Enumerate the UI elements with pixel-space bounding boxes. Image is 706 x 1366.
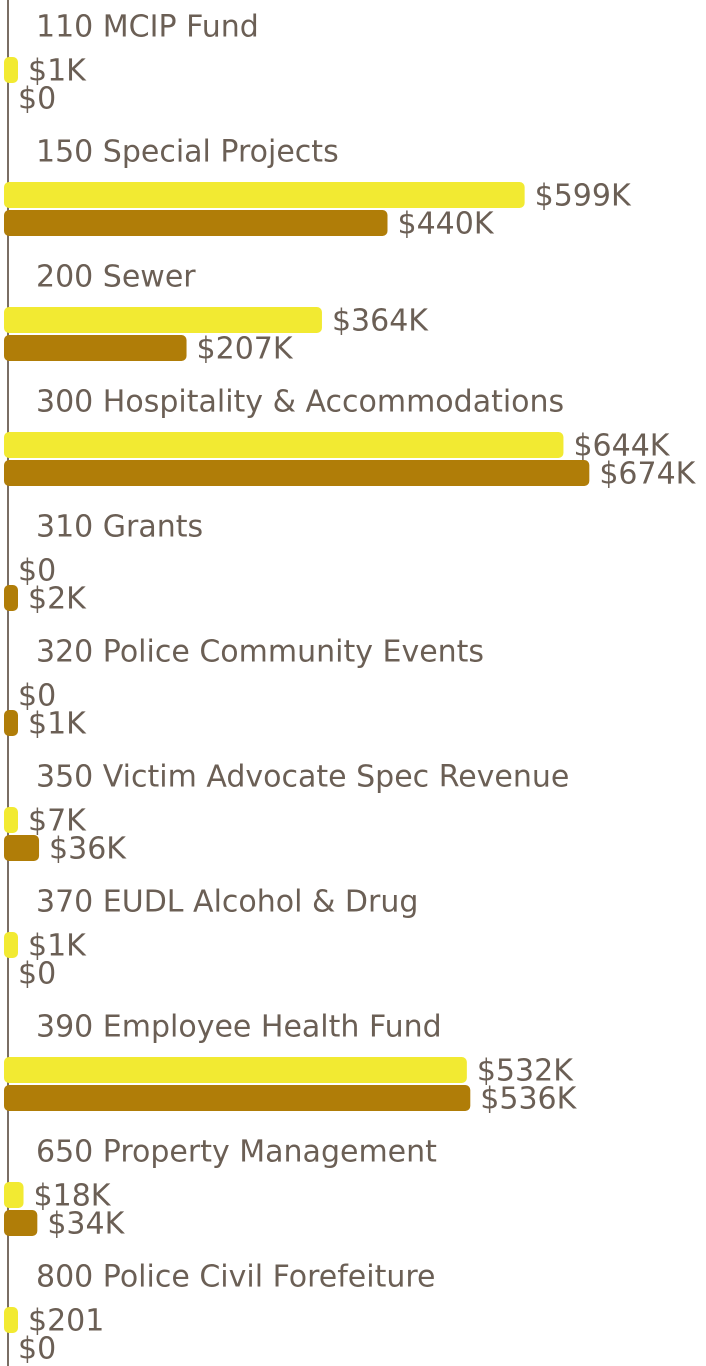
category-label: 320 Police Community Events [36,635,484,670]
value-label: $0 [18,1332,56,1366]
category-label: 110 MCIP Fund [36,10,259,45]
category-label: 200 Sewer [36,260,196,295]
value-label: $201 [28,1304,104,1339]
value-label: $1K [28,929,87,964]
value-label: $674K [599,457,696,492]
value-label: $440K [398,207,495,242]
value-label: $2K [28,582,87,617]
value-label: $36K [49,832,127,867]
bar [4,432,564,458]
bar [4,585,18,611]
bar [4,1085,471,1111]
value-label: $1K [28,707,87,742]
value-label: $1K [28,54,87,89]
value-label: $0 [18,554,56,589]
bar [4,1307,18,1333]
bar [4,460,590,486]
category-label: 650 Property Management [36,1135,437,1170]
bar [4,307,322,333]
bar [4,710,18,736]
bar [4,932,18,958]
bar [4,1210,38,1236]
bar [4,807,18,833]
category-label: 390 Employee Health Fund [36,1010,442,1045]
value-label: $34K [47,1207,125,1242]
value-label: $207K [197,332,294,367]
bar [4,57,18,83]
category-label: 350 Victim Advocate Spec Revenue [36,760,569,795]
value-label: $0 [18,82,56,117]
value-label: $7K [28,804,87,839]
bar [4,1057,467,1083]
category-label: 370 EUDL Alcohol & Drug [36,885,418,920]
value-label: $0 [18,957,56,992]
value-label: $364K [332,304,429,339]
category-label: 310 Grants [36,510,203,545]
value-label: $532K [477,1054,574,1089]
bar [4,835,40,861]
bar [4,182,525,208]
value-label: $599K [535,179,632,214]
value-label: $644K [573,429,670,464]
bar [4,210,388,236]
bar [4,1182,24,1208]
category-label: 150 Special Projects [36,135,339,170]
value-label: $536K [480,1082,577,1117]
bar [4,335,187,361]
category-label: 800 Police Civil Forefeiture [36,1260,436,1295]
category-label: 300 Hospitality & Accommodations [36,385,564,420]
value-label: $0 [18,679,56,714]
value-label: $18K [34,1179,112,1214]
